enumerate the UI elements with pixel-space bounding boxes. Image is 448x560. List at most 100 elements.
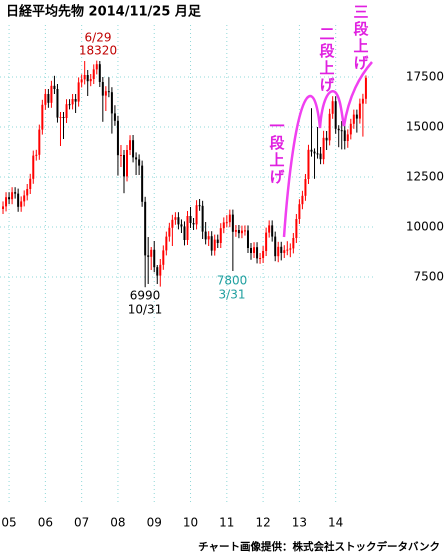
- candle-body: [159, 264, 162, 276]
- candle-body: [250, 248, 253, 253]
- candle-body: [171, 219, 174, 228]
- x-tick-label: 06: [38, 516, 53, 530]
- candle-body: [253, 247, 256, 253]
- candle-body: [301, 195, 304, 205]
- candle-body: [110, 92, 113, 114]
- candle-body: [216, 239, 219, 243]
- candle-body: [189, 216, 192, 223]
- candle-body: [47, 94, 50, 103]
- candle-body: [156, 267, 159, 276]
- candle-body: [210, 236, 213, 251]
- candle-body: [150, 249, 153, 257]
- candle-body: [165, 236, 168, 251]
- candle-body: [256, 247, 259, 259]
- candle-body: [135, 157, 138, 160]
- candle-body: [132, 140, 135, 158]
- candle-body: [277, 246, 280, 257]
- x-tick-label: 05: [1, 516, 16, 530]
- candle-body: [262, 251, 265, 258]
- x-tick-label: 09: [147, 516, 162, 530]
- candle-body: [192, 223, 195, 225]
- candle-body: [14, 192, 17, 194]
- candle-body: [141, 165, 144, 202]
- candle-body: [26, 189, 29, 196]
- candle-body: [331, 101, 334, 114]
- candle-body: [168, 227, 171, 237]
- candle-body: [89, 79, 92, 82]
- candle-body: [364, 77, 367, 99]
- candle-body: [358, 103, 361, 119]
- candle-body: [98, 64, 101, 82]
- candle-body: [228, 214, 231, 223]
- candle-body: [23, 195, 26, 202]
- candle-body: [32, 155, 35, 179]
- candle-body: [53, 85, 56, 89]
- candle-body: [11, 192, 14, 200]
- candle-body: [349, 123, 352, 135]
- candle-body: [237, 230, 240, 234]
- candle-body: [268, 225, 271, 233]
- candle-body: [222, 222, 225, 229]
- y-tick-label: 10000: [406, 220, 444, 234]
- candle-body: [59, 117, 62, 118]
- x-tick-label: 11: [219, 516, 234, 530]
- candle-body: [280, 246, 283, 253]
- candle-body: [86, 75, 89, 82]
- annotation: 一段上げ: [268, 118, 286, 186]
- annotation: 3/31: [219, 288, 246, 302]
- candle-body: [286, 249, 289, 251]
- candle-body: [101, 82, 104, 96]
- candle-body: [62, 117, 65, 118]
- candle-body: [5, 197, 8, 207]
- annotation: 10/31: [128, 303, 163, 317]
- candle-body: [361, 98, 364, 104]
- x-tick-label: 14: [328, 516, 343, 530]
- candle-body: [304, 179, 307, 196]
- candle-body: [195, 205, 198, 225]
- candle-body: [234, 230, 237, 232]
- candle-body: [50, 85, 53, 103]
- candle-body: [319, 153, 322, 160]
- candle-body: [122, 155, 125, 177]
- candle-body: [68, 104, 71, 106]
- candle-body: [231, 214, 234, 232]
- annotation: 6990: [130, 289, 161, 303]
- candle-body: [198, 205, 201, 207]
- x-tick-label: 12: [255, 516, 270, 530]
- candle-body: [271, 225, 274, 237]
- candle-body: [144, 201, 147, 256]
- candle-body: [298, 204, 301, 219]
- x-tick-label: 13: [292, 516, 307, 530]
- y-tick-label: 7500: [413, 270, 444, 284]
- candle-body: [225, 222, 228, 224]
- candle-body: [20, 201, 23, 207]
- candle-body: [107, 91, 110, 93]
- candle-body: [35, 154, 38, 156]
- candle-body: [334, 101, 337, 129]
- candle-body: [346, 134, 349, 141]
- candle-body: [162, 250, 165, 265]
- candle-body: [183, 226, 186, 240]
- y-tick-label: 12500: [406, 170, 444, 184]
- x-tick-label: 08: [110, 516, 125, 530]
- candle-body: [265, 232, 268, 251]
- y-tick-label: 15000: [406, 120, 444, 134]
- candle-body: [129, 140, 132, 150]
- candle-body: [113, 113, 116, 121]
- source-note: チャート画像提供：株式会社ストックデータバンク: [198, 540, 440, 553]
- annotation: 18320: [79, 44, 117, 58]
- candle-body: [80, 79, 83, 83]
- plot-area: 7500 10000 12500 15000 17500 05 06 07 08 09 10 11 12…: [0, 25, 444, 530]
- candle-body: [119, 155, 122, 156]
- candle-body: [74, 99, 77, 102]
- candle-body: [41, 104, 44, 130]
- candle-body: [322, 137, 325, 160]
- chart-title: 日経平均先物 2014/11/25 月足: [6, 4, 202, 20]
- annotation: 7800: [217, 274, 248, 288]
- candle-body: [328, 113, 331, 141]
- candle-body: [29, 178, 32, 189]
- candle-body: [337, 128, 340, 131]
- candle-body: [116, 120, 119, 156]
- candle-body: [95, 64, 98, 70]
